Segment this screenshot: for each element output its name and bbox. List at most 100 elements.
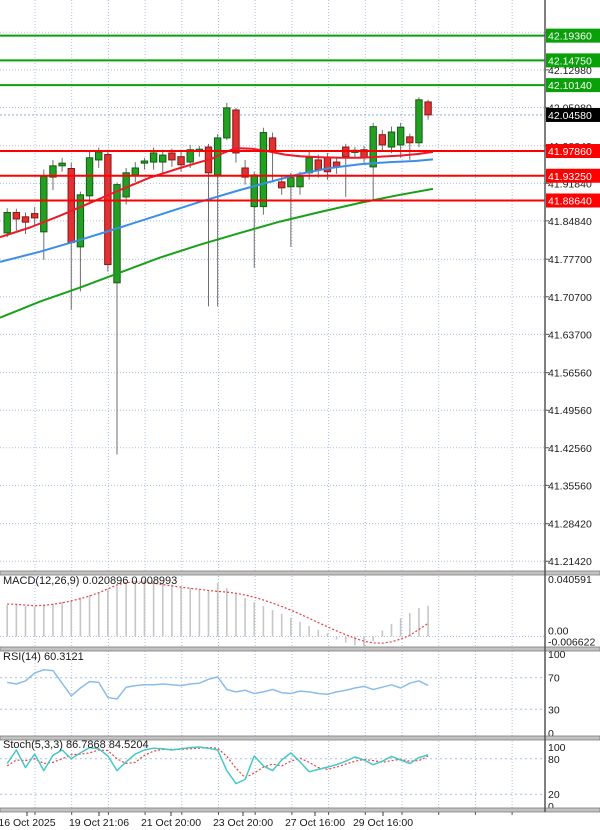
stoch-d-line: [6, 746, 429, 779]
price-tick-label: 41.49560: [548, 405, 592, 417]
stoch-indicator-label: Stoch(5,3,3) 86.7868 84.5204: [3, 739, 149, 751]
candle-up: [387, 131, 396, 148]
candle-up: [259, 132, 268, 208]
time-axis-label: 27 Oct 16:00: [285, 817, 345, 829]
candle-up: [369, 126, 377, 168]
candlestick-series: [3, 97, 432, 455]
resistance-price-label: 42.14750: [548, 55, 592, 67]
support-price-label: 41.93250: [548, 171, 592, 183]
candle-down: [67, 168, 75, 244]
rsi-scale-label: 30: [548, 704, 560, 716]
price-tick-label: 42.12980: [548, 65, 592, 77]
time-axis-label: 23 Oct 20:00: [213, 817, 273, 829]
rsi-scale-label: 70: [548, 673, 560, 685]
candle-down: [314, 159, 323, 171]
candle-down: [268, 137, 277, 153]
rsi-scale-label: 100: [548, 649, 566, 661]
candle-up: [122, 172, 130, 198]
candle-down: [241, 167, 249, 178]
stoch-scale-label: 0: [548, 801, 554, 813]
rsi-line: [7, 669, 429, 700]
panel-separator[interactable]: [0, 735, 600, 741]
price-tick-label: 41.35560: [548, 480, 592, 492]
price-tick-label: 41.63700: [548, 329, 592, 341]
candle-up: [3, 212, 11, 234]
resistance-price-box: [546, 78, 600, 93]
candle-down: [406, 136, 414, 144]
candle-up: [296, 176, 304, 188]
stoch-scale-label: 100: [548, 742, 566, 754]
candle-up: [149, 152, 158, 163]
stoch-scale-label: 20: [548, 789, 560, 801]
candle-up: [223, 107, 231, 139]
time-axis-label: 16 Oct 2025: [0, 817, 56, 829]
time-axis[interactable]: 16 Oct 2025 19 Oct 21:06 21 Oct 20:00 23 Oc…: [0, 812, 513, 829]
support-price-label: 41.97860: [548, 146, 592, 158]
price-tick-label: 41.21420: [548, 556, 592, 568]
resistance-price-label: 42.10140: [548, 80, 592, 92]
resistance-price-label: 42.19360: [548, 31, 592, 43]
candle-up: [186, 149, 194, 163]
price-tick-label: 41.77700: [548, 254, 592, 266]
candle-down: [424, 101, 432, 116]
rsi-scale-label: 0: [548, 728, 554, 740]
support-price-box: [546, 168, 600, 183]
candle-up: [58, 162, 66, 167]
ma-slow-green-line: [0, 187, 434, 319]
candle-up: [49, 165, 57, 178]
price-tick-label: 41.28420: [548, 519, 592, 531]
candle-down: [21, 216, 30, 223]
candle-down: [378, 134, 387, 146]
candle-down: [30, 213, 39, 219]
candle-up: [85, 157, 94, 197]
macd-histogram: [6, 579, 429, 647]
resistance-price-box: [546, 53, 600, 68]
support-price-label: 41.88640: [548, 195, 592, 207]
support-price-box: [546, 193, 600, 208]
candle-up: [305, 157, 313, 174]
current-price-label: 42.04580: [548, 110, 592, 122]
stoch-k-line: [6, 746, 429, 785]
time-axis-label: 19 Oct 21:06: [69, 817, 129, 829]
price-tick-label: 41.84840: [548, 216, 592, 228]
candle-up: [131, 167, 140, 176]
candle-down: [104, 154, 112, 266]
candle-up: [113, 184, 121, 284]
candle-up: [396, 126, 405, 146]
grid-lines: [0, 0, 545, 808]
candle-up: [287, 177, 295, 188]
panel-separator[interactable]: [0, 807, 600, 813]
ma-mid-blue-line: [0, 158, 434, 263]
price-tick-label: 41.56560: [548, 368, 592, 380]
macd-scale-label: 0.00: [548, 626, 569, 638]
candle-up: [140, 160, 149, 164]
candle-down: [168, 152, 176, 161]
candle-down: [12, 212, 21, 220]
candle-up: [415, 99, 423, 144]
rsi-indicator-label: RSI(14) 60.3121: [3, 651, 84, 663]
ma-fast-red-line: [0, 147, 434, 239]
price-tick-label: 41.42560: [548, 443, 592, 455]
current-price-box: [546, 107, 600, 122]
support-price-box: [546, 144, 600, 159]
macd-scale-label: 0.040591: [548, 574, 592, 586]
macd-indicator-label: MACD(12,26,9) 0.020896 0.008993: [3, 575, 178, 587]
panel-separator[interactable]: [0, 646, 600, 652]
candle-down: [232, 109, 240, 154]
stoch-scale-label: 80: [548, 754, 560, 766]
candle-up: [250, 174, 258, 208]
time-axis-label: 21 Oct 20:00: [141, 817, 201, 829]
price-scale-ticks: 42.1998042.1298042.0598041.9884041.91840…: [545, 27, 600, 813]
candle-down: [278, 181, 286, 189]
time-axis-label: 29 Oct 16:00: [353, 817, 413, 829]
panel-separator[interactable]: [0, 570, 600, 576]
candle-down: [177, 156, 185, 166]
candle-up: [159, 154, 167, 163]
macd-scale-label: -0.006622: [548, 637, 595, 649]
price-tick-label: 41.70700: [548, 292, 592, 304]
resistance-price-box: [546, 28, 600, 43]
candle-up: [76, 194, 85, 248]
